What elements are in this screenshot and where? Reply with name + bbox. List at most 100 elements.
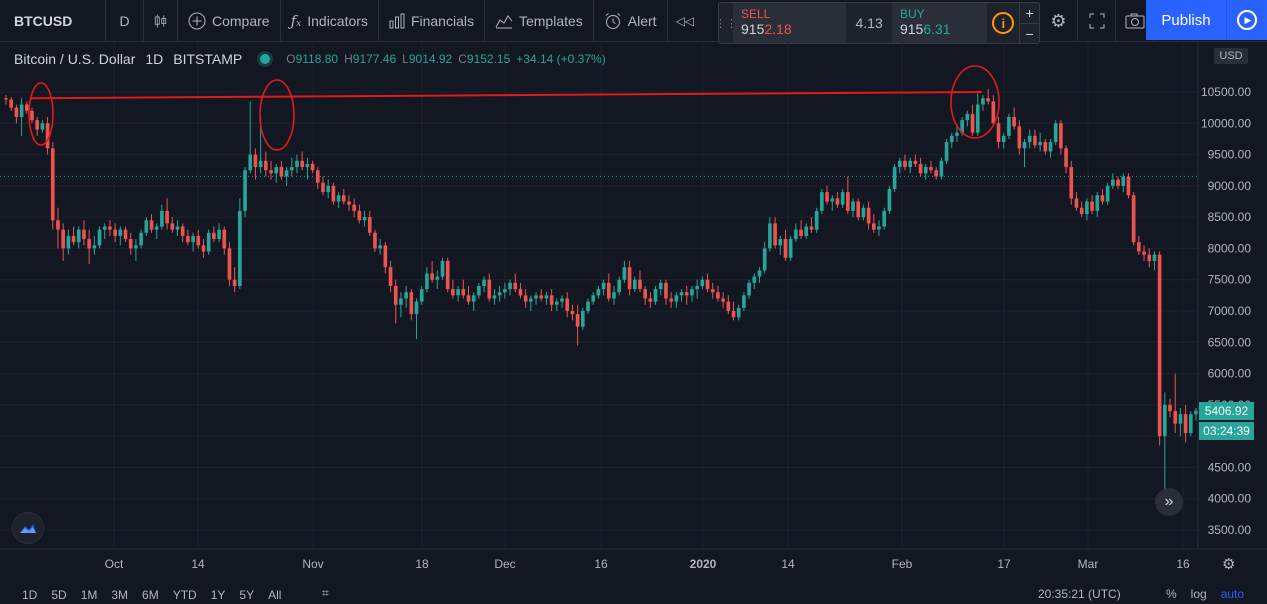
candle — [929, 160, 933, 174]
fullscreen-icon — [1089, 13, 1104, 29]
fullscreen-button[interactable] — [1078, 0, 1116, 42]
candle-body — [1085, 201, 1089, 215]
goto-date-icon[interactable]: ⌗ — [322, 586, 329, 600]
percent-scale-toggle[interactable]: % — [1166, 587, 1177, 601]
candle-body — [456, 289, 460, 296]
candle — [1022, 138, 1027, 168]
candle — [757, 267, 762, 283]
candle-body — [794, 229, 798, 240]
currency-badge[interactable]: USD — [1214, 48, 1248, 64]
candle-body — [700, 279, 705, 286]
publish-button[interactable]: Publish — [1146, 0, 1226, 40]
auto-scale-toggle[interactable]: auto — [1220, 587, 1245, 601]
sell-button[interactable]: SELL 9152.18 — [733, 3, 847, 43]
candle-body — [97, 229, 102, 246]
candle-body — [232, 279, 237, 286]
utc-clock[interactable]: 20:35:21 (UTC) — [1038, 587, 1121, 601]
candle — [66, 229, 71, 255]
candle — [30, 107, 34, 124]
indicators-button[interactable]: ƒx Indicators — [281, 0, 379, 42]
price-axis[interactable]: 10500.00 10000.00 9500.00 9000.00 8500.00 800… — [1201, 85, 1251, 537]
candle — [643, 285, 647, 305]
log-scale-toggle[interactable]: log — [1190, 587, 1207, 601]
range-1y[interactable]: 1Y — [210, 588, 226, 602]
symbol-search[interactable]: BTCUSD — [0, 0, 106, 42]
chart-style-button[interactable] — [144, 0, 178, 42]
change-value: +34.14 (+0.37%) — [516, 52, 606, 66]
candle — [700, 276, 705, 290]
highlight-circle[interactable] — [259, 79, 295, 151]
candle — [944, 138, 949, 164]
candle — [310, 160, 315, 174]
candle-body — [825, 192, 829, 202]
candle-body — [201, 245, 206, 252]
time-axis[interactable]: Oct 14 Nov 18 Dec 16 2020 14 Feb 17 Mar 16 — [105, 557, 1190, 571]
highlight-circle[interactable] — [950, 65, 1000, 139]
candle-body — [949, 135, 954, 143]
candle — [445, 257, 450, 293]
candle — [1017, 120, 1022, 155]
buy-button[interactable]: BUY 9156.31 — [891, 3, 988, 43]
plus-icon[interactable]: + — [1025, 5, 1034, 21]
candle-body — [1194, 410, 1198, 415]
interval-button[interactable]: D — [106, 0, 144, 42]
candle — [367, 210, 372, 236]
range-ytd[interactable]: YTD — [172, 588, 197, 602]
candle-body — [435, 276, 440, 280]
candle-body — [1033, 135, 1037, 146]
range-3m[interactable]: 3M — [111, 588, 129, 602]
range-5y[interactable]: 5Y — [239, 588, 255, 602]
candle — [1142, 245, 1146, 261]
minus-icon[interactable]: − — [1020, 23, 1039, 43]
candle — [497, 285, 502, 302]
financials-label: Financials — [410, 12, 474, 29]
range-1m[interactable]: 1M — [80, 588, 98, 602]
candle-body — [534, 295, 538, 299]
candle — [71, 226, 76, 246]
tradingview-logo[interactable] — [12, 512, 44, 544]
replay-button[interactable]: ◁◁ — [668, 0, 702, 42]
candle — [1085, 198, 1089, 221]
scroll-to-realtime-button[interactable]: » — [1155, 488, 1183, 516]
candle-body — [804, 226, 809, 236]
price-chart[interactable]: 10500.00 10000.00 9500.00 9000.00 8500.00 800… — [0, 42, 1267, 604]
settings-button[interactable]: ⚙ — [1040, 0, 1078, 42]
play-button[interactable]: ▶ — [1226, 0, 1267, 40]
candle — [1163, 392, 1167, 493]
candle — [206, 229, 211, 255]
candle-body — [71, 235, 76, 243]
top-toolbar: BTCUSD D Compare ƒx Indicators — [0, 0, 1267, 42]
drag-handle-icon[interactable]: ⋮⋮ — [715, 17, 737, 30]
candle — [991, 95, 996, 127]
financials-button[interactable]: Financials — [379, 0, 485, 42]
templates-button[interactable]: Templates — [485, 0, 594, 42]
scale-settings-button[interactable]: ⚙ — [1222, 555, 1235, 573]
candle — [736, 304, 741, 321]
candle-body — [544, 295, 549, 299]
candle-body — [529, 298, 533, 302]
candle-body — [206, 232, 211, 252]
time-tick-label: 16 — [1176, 557, 1190, 571]
resistance-line[interactable] — [29, 91, 983, 100]
range-1d[interactable]: 1D — [22, 588, 38, 602]
candle — [102, 223, 107, 240]
candle-body — [274, 167, 279, 174]
candle-body — [92, 245, 97, 249]
info-button[interactable]: i — [987, 3, 1019, 43]
compare-button[interactable]: Compare — [178, 0, 281, 42]
highlight-circle[interactable] — [28, 82, 54, 146]
price-tick-label: 9000.00 — [1208, 179, 1252, 193]
candle — [1126, 173, 1131, 199]
candle-body — [861, 207, 866, 218]
candle-body — [430, 273, 434, 280]
candle-body — [882, 210, 887, 227]
range-6m[interactable]: 6M — [142, 588, 159, 602]
range-all[interactable]: All — [268, 588, 282, 602]
candle-body — [305, 163, 310, 168]
candle — [347, 195, 351, 211]
bar-countdown-label: 03:24:39 — [1199, 421, 1254, 440]
spread-value: 4.13 — [855, 15, 883, 31]
candle-body — [721, 298, 725, 302]
alert-button[interactable]: Alert — [594, 0, 668, 42]
range-5d[interactable]: 5D — [51, 588, 67, 602]
